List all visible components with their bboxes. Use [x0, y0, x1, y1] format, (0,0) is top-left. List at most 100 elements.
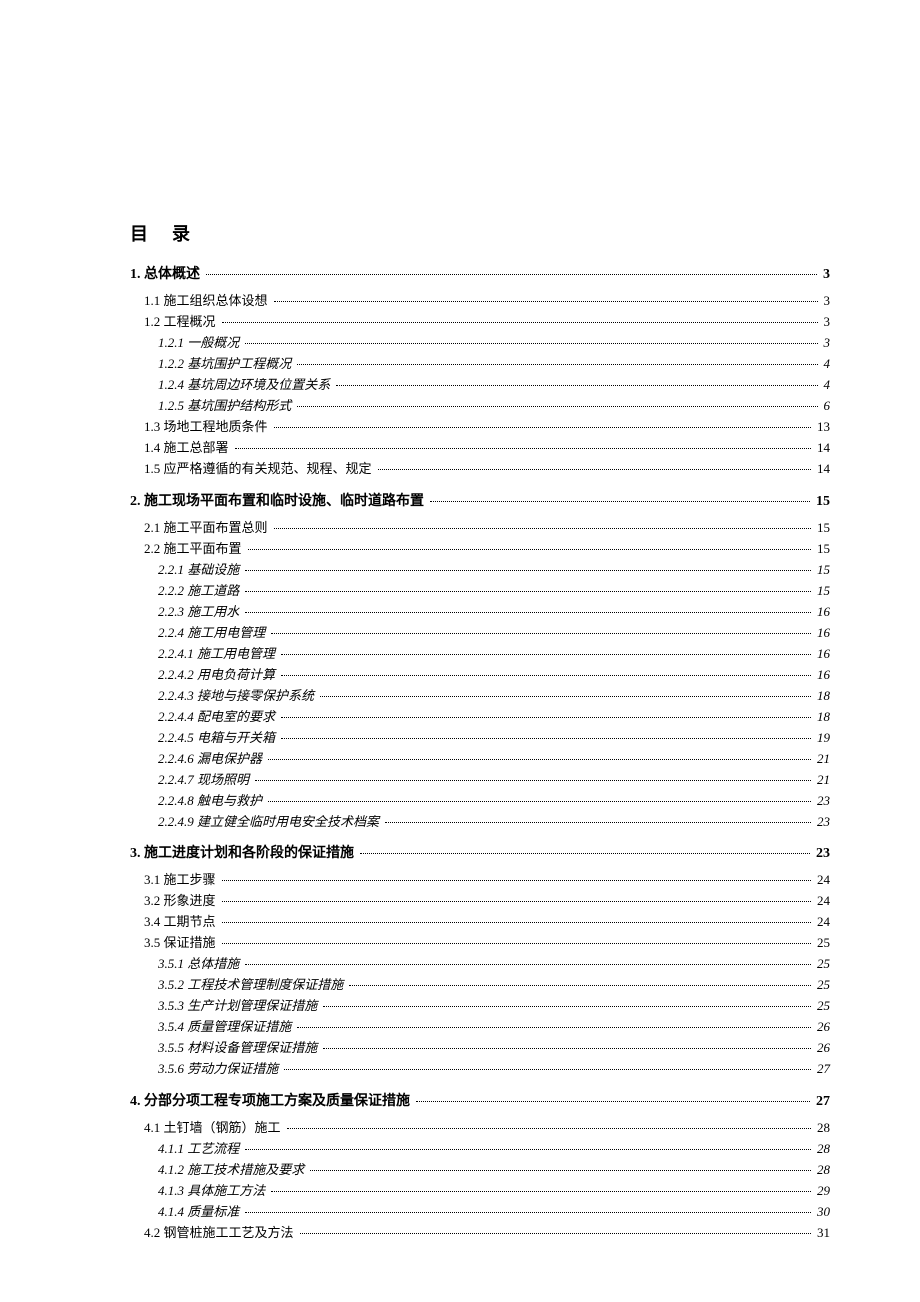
toc-leader: [245, 343, 817, 344]
toc-entry: 2.2.4.3 接地与接零保护系统 18: [130, 686, 830, 706]
toc-leader: [323, 1006, 811, 1007]
toc-leader: [271, 1191, 811, 1192]
toc-page-number: 15: [813, 518, 830, 538]
toc-page-number: 16: [813, 665, 830, 685]
toc-label: 1.5 应严格遵循的有关规范、规程、规定: [144, 459, 376, 479]
toc-page-number: 25: [813, 933, 830, 953]
toc-entry: 3.5.3 生产计划管理保证措施 25: [130, 996, 830, 1016]
toc-page-number: 15: [813, 539, 830, 559]
toc-leader: [268, 759, 811, 760]
toc-leader: [222, 322, 818, 323]
toc-page-number: 19: [813, 728, 830, 748]
toc-label: 3.5.2 工程技术管理制度保证措施: [158, 975, 347, 995]
toc-leader: [360, 853, 810, 854]
toc-page-number: 28: [813, 1160, 830, 1180]
toc-leader: [323, 1048, 811, 1049]
toc-page-number: 4: [820, 375, 831, 395]
toc-entry: 3.5.2 工程技术管理制度保证措施25: [130, 975, 830, 995]
toc-page-number: 14: [813, 459, 830, 479]
toc-leader: [287, 1128, 811, 1129]
toc-leader: [245, 1149, 811, 1150]
toc-entry: 1.2 工程概况3: [130, 312, 830, 332]
toc-label: 2.2.4.8 触电与救护: [158, 791, 266, 811]
toc-label: 3.2 形象进度: [144, 891, 220, 911]
toc-label: 2.2.4.5 电箱与开关箱: [158, 728, 279, 748]
toc-leader: [255, 780, 811, 781]
toc-label: 3.5.3 生产计划管理保证措施: [158, 996, 321, 1016]
toc-label: 1.2.4 基坑周边环境及位置关系: [158, 375, 334, 395]
toc-leader: [245, 964, 811, 965]
toc-leader: [284, 1069, 811, 1070]
toc-page-number: 24: [813, 891, 830, 911]
toc-label: 2.2.4.2 用电负荷计算: [158, 665, 279, 685]
toc-label: 3.5.6 劳动力保证措施: [158, 1059, 282, 1079]
toc-page-number: 15: [812, 491, 830, 512]
toc-label: 2.2.2 施工道路: [158, 581, 243, 601]
toc-entry: 1.2.1 一般概况3: [130, 333, 830, 353]
toc-page-number: 18: [813, 686, 830, 706]
toc-label: 2.2.4.1 施工用电管理: [158, 644, 279, 664]
toc-leader: [416, 1101, 810, 1102]
toc-label: 1.2.5 基坑围护结构形式: [158, 396, 295, 416]
toc-leader: [281, 675, 811, 676]
toc-label: 2.2.4 施工用电管理: [158, 623, 269, 643]
toc-page-number: 23: [812, 843, 830, 864]
toc-page-number: 3: [820, 333, 831, 353]
toc-leader: [297, 1027, 811, 1028]
toc-label: 3.5.1 总体措施: [158, 954, 243, 974]
toc-label: 2. 施工现场平面布置和临时设施、临时道路布置: [130, 491, 428, 512]
toc-leader: [245, 1212, 811, 1213]
toc-page-number: 3: [820, 312, 831, 332]
toc-entry: 4. 分部分项工程专项施工方案及质量保证措施27: [130, 1091, 830, 1112]
toc-label: 2.2.4.6 漏电保护器: [158, 749, 266, 769]
toc-entry: 2.2.4.5 电箱与开关箱 19: [130, 728, 830, 748]
toc-leader: [274, 528, 811, 529]
toc-leader: [274, 427, 811, 428]
toc-label: 4. 分部分项工程专项施工方案及质量保证措施: [130, 1091, 414, 1112]
toc-leader: [235, 448, 811, 449]
toc-entry: 4.2 钢管桩施工工艺及方法31: [130, 1223, 830, 1243]
toc-leader: [245, 591, 811, 592]
toc-label: 2.2.4.3 接地与接零保护系统: [158, 686, 318, 706]
toc-leader: [310, 1170, 811, 1171]
toc-entry: 2.2.4.9 建立健全临时用电安全技术档案23: [130, 812, 830, 832]
toc-label: 2.2.4.9 建立健全临时用电安全技术档案: [158, 812, 383, 832]
toc-entry: 2.2.2 施工道路15: [130, 581, 830, 601]
toc-label: 4.1 土钉墙（钢筋）施工: [144, 1118, 285, 1138]
toc-leader: [281, 654, 811, 655]
toc-page-number: 14: [813, 438, 830, 458]
toc-entry: 2. 施工现场平面布置和临时设施、临时道路布置 15: [130, 491, 830, 512]
toc-label: 1. 总体概述: [130, 264, 204, 285]
toc-page-number: 25: [813, 996, 830, 1016]
toc-label: 1.3 场地工程地质条件: [144, 417, 272, 437]
toc-entry: 2.2.4.4 配电室的要求18: [130, 707, 830, 727]
toc-page-number: 16: [813, 644, 830, 664]
toc-leader: [349, 985, 811, 986]
toc-entry: 3.1 施工步骤24: [130, 870, 830, 890]
toc-label: 3.5.5 材料设备管理保证措施: [158, 1038, 321, 1058]
toc-leader: [281, 738, 811, 739]
toc-leader: [222, 880, 811, 881]
toc-page-number: 28: [813, 1139, 830, 1159]
toc-label: 4.2 钢管桩施工工艺及方法: [144, 1223, 298, 1243]
toc-entry: 1.1 施工组织总体设想3: [130, 291, 830, 311]
toc-label: 2.1 施工平面布置总则: [144, 518, 272, 538]
toc-entry: 2.2.4.2 用电负荷计算 16: [130, 665, 830, 685]
toc-page-number: 16: [813, 623, 830, 643]
toc-entry: 3.5.1 总体措施 25: [130, 954, 830, 974]
toc-label: 3.4 工期节点: [144, 912, 220, 932]
toc-leader: [222, 901, 811, 902]
toc-page-number: 3: [819, 264, 830, 285]
toc-leader: [320, 696, 811, 697]
toc-entry: 1.2.5 基坑围护结构形式 6: [130, 396, 830, 416]
toc-page-number: 6: [820, 396, 831, 416]
toc-label: 4.1.3 具体施工方法: [158, 1181, 269, 1201]
toc-leader: [271, 633, 811, 634]
toc-entry: 3.5.6 劳动力保证措施27: [130, 1059, 830, 1079]
toc-label: 4.1.4 质量标准: [158, 1202, 243, 1222]
toc-entry: 1.4 施工总部署14: [130, 438, 830, 458]
toc-entry: 2.2.4.8 触电与救护23: [130, 791, 830, 811]
toc-page-number: 4: [820, 354, 831, 374]
toc-entry: 3.5.5 材料设备管理保证措施26: [130, 1038, 830, 1058]
toc-page-number: 25: [813, 954, 830, 974]
